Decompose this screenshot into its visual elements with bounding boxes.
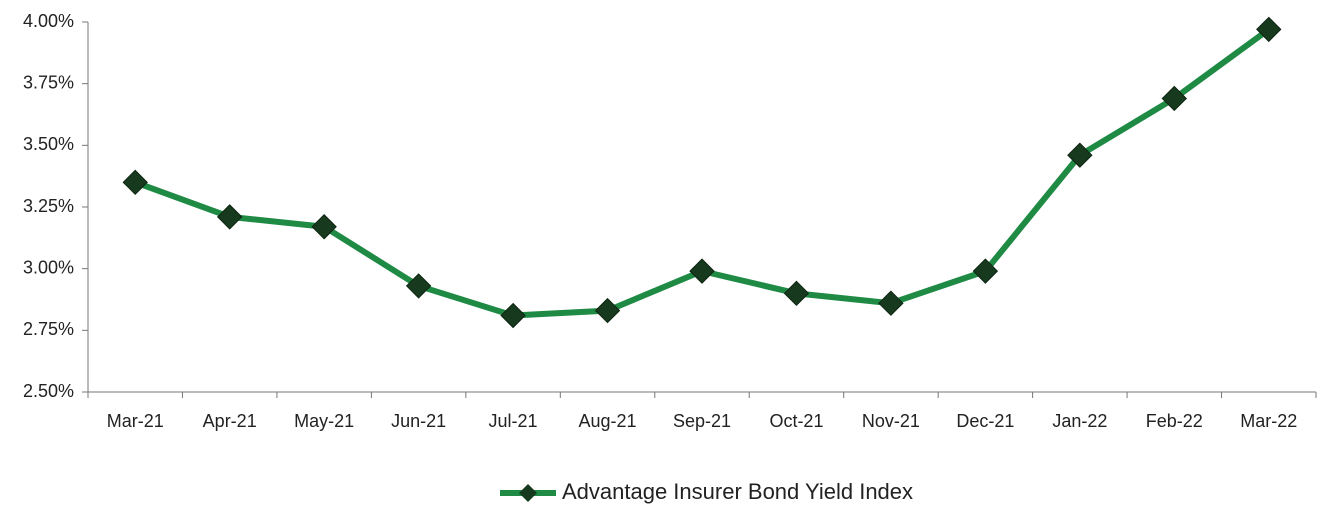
legend-marker (519, 484, 537, 502)
marker (1256, 16, 1282, 43)
marker (216, 204, 243, 230)
marker (783, 280, 810, 307)
marker (594, 297, 621, 324)
y-tick-label: 3.50% (23, 134, 74, 154)
marker (878, 290, 904, 316)
x-tick-label: Jan-22 (1052, 411, 1107, 431)
marker (1161, 85, 1188, 112)
x-tick-label: Jun-21 (391, 411, 446, 431)
x-tick-label: Apr-21 (203, 411, 257, 431)
y-tick-label: 2.75% (23, 319, 74, 339)
y-tick-label: 3.25% (23, 196, 74, 216)
x-tick-label: Oct-21 (769, 411, 823, 431)
x-tick-label: May-21 (294, 411, 354, 431)
x-tick-label: Nov-21 (862, 411, 920, 431)
marker (689, 258, 715, 284)
y-tick-label: 4.00% (23, 11, 74, 31)
x-tick-label: Mar-22 (1240, 411, 1297, 431)
marker (405, 273, 432, 299)
marker (972, 258, 999, 284)
x-tick-label: Dec-21 (956, 411, 1014, 431)
marker (122, 169, 148, 196)
x-tick-label: Mar-21 (107, 411, 164, 431)
y-tick-label: 3.75% (23, 72, 74, 92)
x-tick-label: Sep-21 (673, 411, 731, 431)
marker (500, 302, 526, 329)
y-tick-label: 3.00% (23, 257, 74, 277)
x-tick-label: Aug-21 (579, 411, 637, 431)
marker (1067, 142, 1093, 168)
legend-label: Advantage Insurer Bond Yield Index (562, 479, 913, 504)
x-tick-label: Jul-21 (489, 411, 538, 431)
x-tick-label: Feb-22 (1146, 411, 1203, 431)
marker (311, 214, 337, 240)
y-tick-label: 2.50% (23, 381, 74, 401)
